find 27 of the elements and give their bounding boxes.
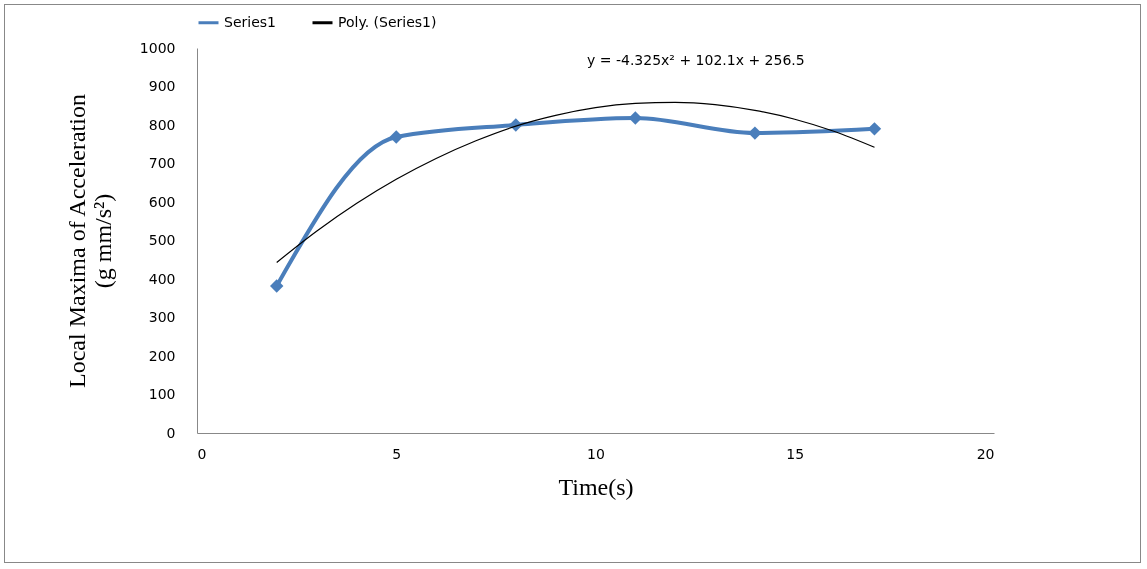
y-tick-label: 100: [148, 386, 176, 402]
x-tick-label: 10: [587, 445, 605, 462]
y-tick-label: 200: [148, 347, 176, 364]
point: [389, 130, 403, 144]
y-tick-label: 800: [148, 116, 176, 133]
y-tick-label: 700: [148, 155, 176, 171]
x-tick-label: 5: [392, 445, 402, 462]
x-tick-label: 15: [786, 445, 805, 462]
y-tick-label: 900: [148, 78, 176, 94]
annotation: y = -4.325x² + 102.1x + 256.5: [587, 52, 805, 68]
line-series: [276, 101, 876, 264]
point: [748, 126, 762, 140]
point: [628, 111, 643, 125]
x-axis-title: Time(s): [558, 473, 634, 500]
x-tick-label: 0: [197, 445, 207, 462]
y-axis-title: Local Maxima of Acceleration (g mm/s²): [63, 94, 116, 388]
y-tick-label: 400: [148, 270, 176, 287]
point: [269, 279, 284, 293]
y-tick-label: 0: [166, 424, 176, 441]
legend-label: Series1: [224, 13, 276, 30]
y-tick-label: 500: [148, 232, 176, 248]
y-tick-label: 300: [148, 309, 176, 325]
legend-label: Poly. (Series1): [338, 13, 437, 30]
y-tick-label: 1000: [139, 39, 176, 56]
point: [867, 122, 882, 136]
y-tick-label: 600: [148, 193, 176, 210]
x-tick-label: 20: [976, 445, 995, 462]
